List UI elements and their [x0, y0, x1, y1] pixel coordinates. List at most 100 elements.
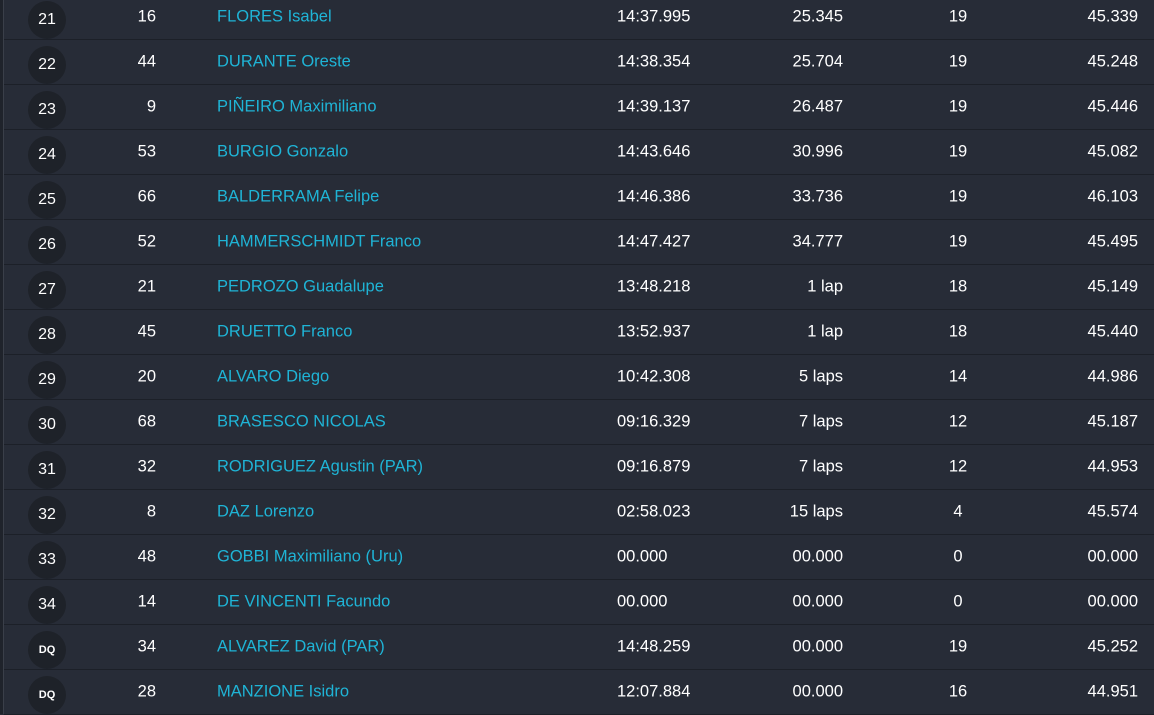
position-badge: 29: [28, 361, 66, 399]
car-number: 21: [137, 277, 156, 296]
car-number: 52: [137, 232, 156, 251]
laps: 12: [948, 457, 968, 476]
driver-name-link[interactable]: MANZIONE Isidro: [217, 682, 350, 701]
left-border: [0, 0, 3, 714]
results-table: 21 16 FLORES Isabel 14:37.995 25.345 19 45.339…: [4, 0, 1154, 715]
car-number: 28: [137, 682, 156, 701]
driver-name-link[interactable]: DRUETTO Franco: [217, 322, 353, 341]
car-number: 66: [137, 187, 156, 206]
laps: 19: [948, 232, 968, 251]
position-badge: DQ: [28, 676, 66, 714]
laps: 0: [953, 592, 963, 611]
driver-name-link[interactable]: ALVAREZ David (PAR): [217, 637, 385, 656]
car-number: 20: [137, 367, 156, 386]
total-time: 00.000: [617, 547, 668, 566]
laps: 0: [953, 547, 963, 566]
position-badge: 25: [28, 181, 66, 219]
table-row: 31 32 RODRIGUEZ Agustin (PAR) 09:16.879 7 la…: [4, 445, 1154, 490]
gap: 00.000: [792, 547, 843, 566]
driver-name-link[interactable]: ALVARO Diego: [217, 367, 330, 386]
car-number: 9: [146, 97, 156, 116]
car-number: 45: [137, 322, 156, 341]
table-row: 22 44 DURANTE Oreste 14:38.354 25.704 19 45.24…: [4, 40, 1154, 85]
gap: 00.000: [792, 592, 843, 611]
gap: 25.704: [792, 52, 843, 71]
total-time: 14:39.137: [617, 97, 691, 116]
table-row: DQ 34 ALVAREZ David (PAR) 14:48.259 00.000 19…: [4, 625, 1154, 670]
best-lap: 45.446: [1087, 97, 1138, 116]
left-border-highlight: [3, 0, 4, 714]
total-time: 13:52.937: [617, 322, 691, 341]
driver-name-link[interactable]: BALDERRAMA Felipe: [217, 187, 380, 206]
table-row: 24 53 BURGIO Gonzalo 14:43.646 30.996 19 45.08…: [4, 130, 1154, 175]
driver-name-link[interactable]: FLORES Isabel: [217, 7, 332, 26]
table-row: 21 16 FLORES Isabel 14:37.995 25.345 19 45.339: [4, 0, 1154, 40]
driver-name-link[interactable]: BURGIO Gonzalo: [217, 142, 349, 161]
gap: 7 laps: [798, 457, 843, 476]
total-time: 14:46.386: [617, 187, 691, 206]
position-badge: 26: [28, 226, 66, 264]
best-lap: 45.149: [1087, 277, 1138, 296]
driver-name-link[interactable]: BRASESCO NICOLAS: [217, 412, 386, 431]
car-number: 44: [137, 52, 156, 71]
total-time: 13:48.218: [617, 277, 691, 296]
car-number: 53: [137, 142, 156, 161]
total-time: 09:16.879: [617, 457, 691, 476]
total-time: 14:43.646: [617, 142, 691, 161]
best-lap: 45.574: [1087, 502, 1138, 521]
laps: 12: [948, 412, 968, 431]
best-lap: 45.495: [1087, 232, 1138, 251]
position-badge: 28: [28, 316, 66, 354]
driver-name-link[interactable]: PEDROZO Guadalupe: [217, 277, 384, 296]
laps: 14: [948, 367, 968, 386]
total-time: 12:07.884: [617, 682, 691, 701]
laps: 19: [948, 52, 968, 71]
best-lap: 00.000: [1087, 592, 1138, 611]
driver-name-link[interactable]: DURANTE Oreste: [217, 52, 351, 71]
position-badge: 27: [28, 271, 66, 309]
driver-name-link[interactable]: RODRIGUEZ Agustin (PAR): [217, 457, 423, 476]
total-time: 14:48.259: [617, 637, 691, 656]
total-time: 14:37.995: [617, 7, 691, 26]
gap: 00.000: [792, 637, 843, 656]
laps: 19: [948, 637, 968, 656]
table-row: 23 9 PIÑEIRO Maximiliano 14:39.137 26.487 19 4…: [4, 85, 1154, 130]
car-number: 16: [137, 7, 156, 26]
best-lap: 00.000: [1087, 547, 1138, 566]
gap: 1 lap: [807, 322, 843, 341]
best-lap: 44.953: [1087, 457, 1138, 476]
best-lap: 46.103: [1087, 187, 1138, 206]
total-time: 14:38.354: [617, 52, 691, 71]
table-row: 32 8 DAZ Lorenzo 02:58.023 15 laps 4 45.574: [4, 490, 1154, 535]
driver-name-link[interactable]: DE VINCENTI Facundo: [217, 592, 391, 611]
table-row: 26 52 HAMMERSCHMIDT Franco 14:47.427 34.777 1…: [4, 220, 1154, 265]
driver-name-link[interactable]: HAMMERSCHMIDT Franco: [217, 232, 422, 251]
driver-name-link[interactable]: PIÑEIRO Maximiliano: [217, 97, 377, 116]
gap: 00.000: [792, 682, 843, 701]
position-badge: DQ: [28, 631, 66, 669]
best-lap: 45.252: [1087, 637, 1138, 656]
gap: 1 lap: [807, 277, 843, 296]
position-badge: 21: [28, 1, 66, 39]
laps: 19: [948, 97, 968, 116]
best-lap: 44.986: [1087, 367, 1138, 386]
table-row: 30 68 BRASESCO NICOLAS 09:16.329 7 laps 12 45.…: [4, 400, 1154, 445]
position-badge: 34: [28, 586, 66, 624]
gap: 33.736: [792, 187, 843, 206]
best-lap: 45.339: [1087, 7, 1138, 26]
car-number: 32: [137, 457, 156, 476]
car-number: 8: [146, 502, 156, 521]
gap: 25.345: [792, 7, 843, 26]
position-badge: 24: [28, 136, 66, 174]
gap: 7 laps: [798, 412, 843, 431]
car-number: 34: [137, 637, 156, 656]
table-row: DQ 28 MANZIONE Isidro 12:07.884 00.000 16 44.9…: [4, 670, 1154, 715]
total-time: 14:47.427: [617, 232, 691, 251]
driver-name-link[interactable]: GOBBI Maximiliano (Uru): [217, 547, 404, 566]
table-row: 29 20 ALVARO Diego 10:42.308 5 laps 14 44.986: [4, 355, 1154, 400]
car-number: 14: [137, 592, 156, 611]
driver-name-link[interactable]: DAZ Lorenzo: [217, 502, 315, 521]
best-lap: 45.440: [1087, 322, 1138, 341]
gap: 5 laps: [798, 367, 843, 386]
position-badge: 32: [28, 496, 66, 534]
